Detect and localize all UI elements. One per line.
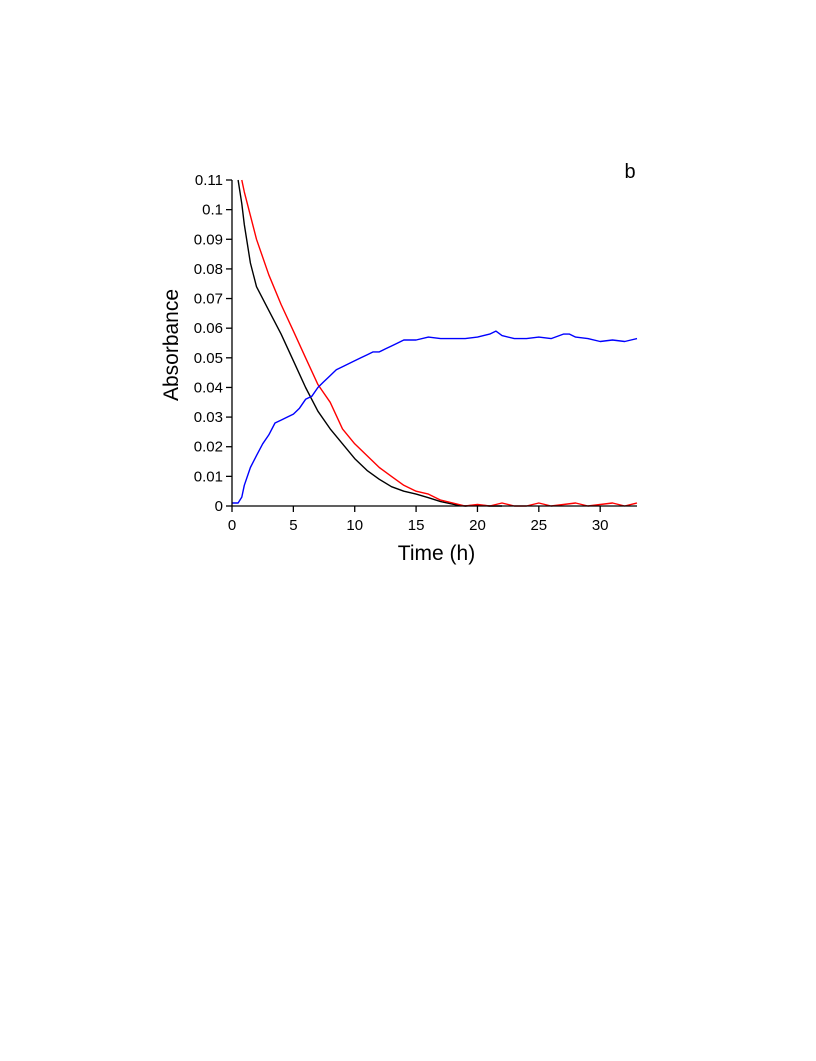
y-axis-title: Absorbance — [160, 289, 183, 401]
series-line-3 — [232, 330, 638, 504]
x-ticks: 0 5 10 15 20 25 30 — [228, 506, 609, 534]
x-tick-label: 0 — [228, 517, 236, 534]
y-tick-label: 0.06 — [194, 320, 223, 337]
y-ticks: 0 0.01 0.02 0.03 0.04 0.05 0.06 0.07 0.08 0.09 0.1… — [194, 172, 232, 515]
y-tick-label: 0.11 — [195, 172, 223, 189]
series-line-2 — [241, 179, 638, 507]
x-tick-label: 30 — [592, 517, 609, 534]
x-tick-label: 5 — [289, 517, 297, 534]
x-tick-label: 20 — [469, 517, 486, 534]
x-tick-label: 10 — [346, 517, 363, 534]
series-layer — [232, 179, 638, 507]
axes-layer — [231, 180, 637, 507]
panel-label: b — [624, 161, 635, 183]
x-axis-title: Time (h) — [398, 542, 475, 565]
y-tick-label: 0.03 — [194, 409, 223, 426]
y-tick-label: 0.07 — [194, 291, 223, 308]
y-tick-label: 0.04 — [194, 379, 223, 396]
y-tick-label: 0.1 — [202, 202, 223, 219]
y-tick-label: 0.08 — [194, 261, 223, 278]
y-tick-label: 0.02 — [194, 439, 223, 456]
y-tick-label: 0.01 — [194, 468, 223, 485]
y-tick-label: 0.05 — [194, 350, 223, 367]
x-tick-label: 15 — [408, 517, 425, 534]
x-tick-label: 25 — [530, 517, 547, 534]
series-line-1 — [237, 179, 502, 507]
y-tick-label: 0.09 — [194, 231, 223, 248]
y-tick-label: 0 — [215, 498, 223, 515]
